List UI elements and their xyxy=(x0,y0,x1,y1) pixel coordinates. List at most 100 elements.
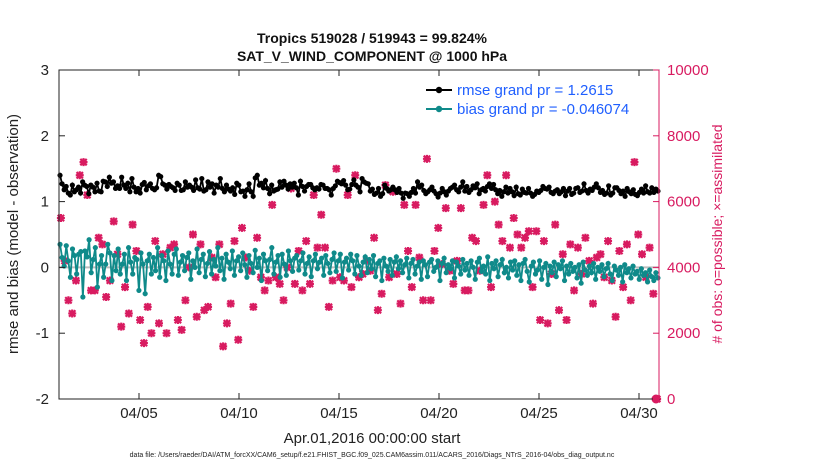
bias-point xyxy=(202,274,208,280)
obs-count-marker xyxy=(630,158,639,167)
bias-point xyxy=(362,254,368,260)
obs-count-marker xyxy=(388,187,397,196)
obs-count-marker xyxy=(139,339,148,348)
plot-background xyxy=(59,70,659,399)
bias-point xyxy=(163,277,169,284)
bias-point xyxy=(456,263,462,269)
bias-point xyxy=(109,277,115,284)
rmse-point xyxy=(267,191,273,197)
bias-point xyxy=(57,241,63,247)
bias-point xyxy=(451,275,458,281)
bias-point xyxy=(644,279,651,285)
obs-count-marker xyxy=(298,286,307,295)
rmse-point xyxy=(517,192,523,198)
obs-count-marker xyxy=(324,302,333,311)
rmse-point xyxy=(154,185,160,191)
obs-count-marker xyxy=(117,322,126,331)
bias-point xyxy=(624,270,630,276)
obs-count-marker xyxy=(347,283,356,292)
bias-point xyxy=(649,274,655,280)
rmse-point xyxy=(406,193,412,199)
bias-point xyxy=(597,268,603,274)
rmse-point xyxy=(490,181,497,188)
bias-point xyxy=(478,268,485,274)
rmse-point xyxy=(158,173,164,180)
bias-point xyxy=(420,258,426,264)
rmse-point xyxy=(94,180,100,186)
bias-point xyxy=(235,254,242,260)
bias-point xyxy=(306,254,312,260)
bias-point xyxy=(611,263,617,269)
rmse-point xyxy=(365,181,371,187)
bias-point xyxy=(260,251,267,257)
obs-count-marker xyxy=(566,240,575,249)
bias-point xyxy=(223,251,229,257)
bias-point xyxy=(476,255,483,261)
bias-point xyxy=(248,260,254,267)
obs-count-marker xyxy=(64,296,73,305)
rmse-point xyxy=(343,182,349,188)
obs-count-marker xyxy=(441,204,450,213)
rmse-point xyxy=(242,193,248,199)
rmse-point xyxy=(505,190,511,196)
obs-count-marker xyxy=(464,286,473,295)
bias-point xyxy=(510,267,516,273)
bias-point xyxy=(617,264,624,270)
bias-point xyxy=(119,261,125,267)
bias-point xyxy=(530,259,536,265)
bias-point xyxy=(101,274,107,280)
bias-point xyxy=(404,255,410,261)
legend-box xyxy=(424,80,642,120)
bias-point xyxy=(541,264,547,270)
bias-point xyxy=(323,252,329,259)
obs-count-marker xyxy=(471,237,480,246)
bias-point xyxy=(416,259,422,265)
obs-count-marker xyxy=(370,233,379,242)
bias-point xyxy=(642,270,649,276)
obs-count-marker xyxy=(407,283,416,292)
bias-point xyxy=(325,260,331,267)
bias-point xyxy=(111,252,117,259)
rmse-point xyxy=(525,185,532,192)
bias-point xyxy=(84,254,90,260)
obs-count-marker xyxy=(155,319,163,328)
bias-point xyxy=(503,264,510,270)
bias-point xyxy=(447,266,453,272)
rmse-point xyxy=(503,184,509,190)
obs-count-marker xyxy=(132,246,141,255)
bias-point xyxy=(225,259,231,265)
bias-point xyxy=(107,250,113,256)
bias-point xyxy=(275,252,281,259)
bias-point xyxy=(615,272,622,278)
bias-point xyxy=(294,252,300,259)
bias-point xyxy=(613,267,620,273)
bias-point xyxy=(155,245,161,251)
obs-count-marker xyxy=(147,329,156,338)
bias-point xyxy=(545,281,551,288)
obs-count-marker xyxy=(305,279,314,288)
rmse-point xyxy=(131,184,137,190)
bias-point xyxy=(377,258,383,264)
rmse-point xyxy=(414,179,421,185)
obs-count-marker xyxy=(570,286,579,295)
bias-point xyxy=(591,260,597,267)
rmse-point xyxy=(232,191,238,197)
bias-point xyxy=(233,258,240,264)
rmse-point xyxy=(84,183,90,190)
bias-point xyxy=(333,268,339,274)
rmse-point xyxy=(254,172,260,178)
rmse-point xyxy=(137,190,143,196)
bias-point xyxy=(61,263,67,269)
bias-point xyxy=(254,264,260,270)
rmse-point xyxy=(86,191,92,197)
rmse-point xyxy=(655,188,661,194)
bias-point xyxy=(269,245,275,251)
bias-point xyxy=(559,258,566,264)
obs-count-marker xyxy=(615,246,624,255)
obs-count-marker xyxy=(581,233,590,242)
bias-point xyxy=(117,271,123,277)
rmse-point xyxy=(468,187,474,193)
rmse-point xyxy=(127,189,133,195)
rmse-point xyxy=(289,184,295,190)
obs-count-marker xyxy=(498,237,507,246)
